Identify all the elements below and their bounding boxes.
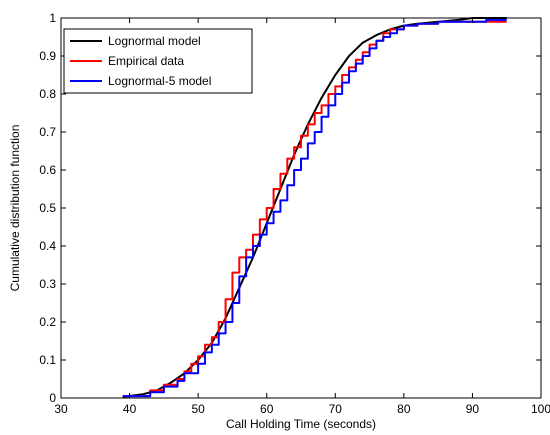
x-tick-label: 80 (397, 402, 411, 416)
series-layer (122, 17, 507, 398)
x-tick-label: 70 (329, 402, 343, 416)
x-tick-label: 50 (191, 402, 205, 416)
x-tick-label: 90 (466, 402, 480, 416)
y-tick-label: 0.3 (39, 277, 56, 291)
y-tick-label: 0.7 (39, 125, 56, 139)
y-tick-label: 0.6 (39, 163, 56, 177)
legend-label: Lognormal model (108, 34, 201, 48)
y-tick-label: 0.8 (39, 87, 56, 101)
x-tick-label: 60 (260, 402, 274, 416)
y-tick-label: 0 (49, 391, 56, 405)
y-tick-label: 0.2 (39, 315, 56, 329)
y-tick-label: 0.4 (39, 239, 56, 253)
x-tick-label: 100 (531, 402, 550, 416)
legend-label: Empirical data (108, 54, 184, 68)
y-tick-label: 0.1 (39, 353, 56, 367)
x-tick-label: 30 (54, 402, 68, 416)
series-line-3 (122, 18, 507, 398)
legend: Lognormal model Empirical data Lognormal-5… (63, 28, 253, 94)
y-tick-label: 0.9 (39, 49, 56, 63)
x-axis-label: Call Holding Time (seconds) (226, 417, 376, 431)
x-tick-label: 40 (123, 402, 137, 416)
ticks-layer: 30 40 50 60 70 80 90 100 0 0.1 0.2 0.3 0.4 0.5 0.6 0.7 0… (39, 11, 550, 416)
legend-label: Lognormal-5 model (108, 74, 211, 88)
y-axis-label: Cumulative distribution function (8, 125, 22, 292)
y-tick-label: 1 (49, 11, 56, 25)
y-tick-label: 0.5 (39, 201, 56, 215)
